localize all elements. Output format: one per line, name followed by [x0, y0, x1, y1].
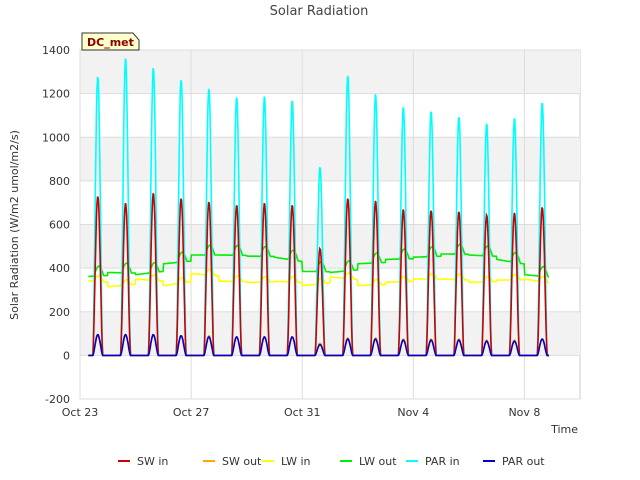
badge-box: [81, 32, 140, 51]
plot-band: [80, 137, 580, 181]
x-tick-label: Oct 23: [62, 406, 99, 419]
x-tick-label: Oct 31: [284, 406, 321, 419]
plot-band: [80, 50, 580, 94]
y-tick-label: -200: [45, 393, 70, 406]
y-tick-label: 1400: [42, 44, 70, 57]
y-tick-label: 400: [49, 262, 70, 275]
chart-title: Solar Radiation: [270, 4, 369, 19]
x-tick-label: Oct 27: [173, 406, 210, 419]
plot-band: [80, 311, 580, 356]
y-tick-label: 600: [49, 219, 70, 232]
y-tick-label: 1200: [42, 88, 70, 101]
legend-label-sw-out: SW out: [222, 455, 262, 468]
x-tick-label: Nov 4: [397, 406, 429, 419]
legend-label-par-in: PAR in: [425, 455, 460, 468]
y-axis-label: Solar Radiation (W/m2 umol/m2/s): [8, 130, 21, 320]
plot-band: [80, 224, 580, 269]
y-tick-label: 0: [63, 349, 70, 362]
series-lines: [88, 58, 550, 357]
legend: SW in SW out LW in LW out PAR in PAR out: [118, 455, 545, 468]
legend-label-lw-in: LW in: [281, 455, 311, 468]
x-tick-label: Nov 8: [508, 406, 540, 419]
x-axis-label: Time: [550, 423, 578, 436]
y-tick-label: 1000: [42, 131, 70, 144]
dataset-badge: DC_met: [81, 32, 140, 51]
legend-label-lw-out: LW out: [359, 455, 397, 468]
y-tick-label: 800: [49, 175, 70, 188]
y-tick-label: 200: [49, 306, 70, 319]
series-line-par-out: [88, 333, 549, 357]
badge-label: DC_met: [87, 36, 134, 49]
legend-label-sw-in: SW in: [137, 455, 168, 468]
legend-label-par-out: PAR out: [502, 455, 545, 468]
x-axis-ticks: Oct 23 Oct 27 Oct 31 Nov 4 Nov 8: [62, 406, 541, 419]
y-axis-ticks: -200 0 200 400 600 800 1000 1200 1400: [42, 44, 70, 406]
